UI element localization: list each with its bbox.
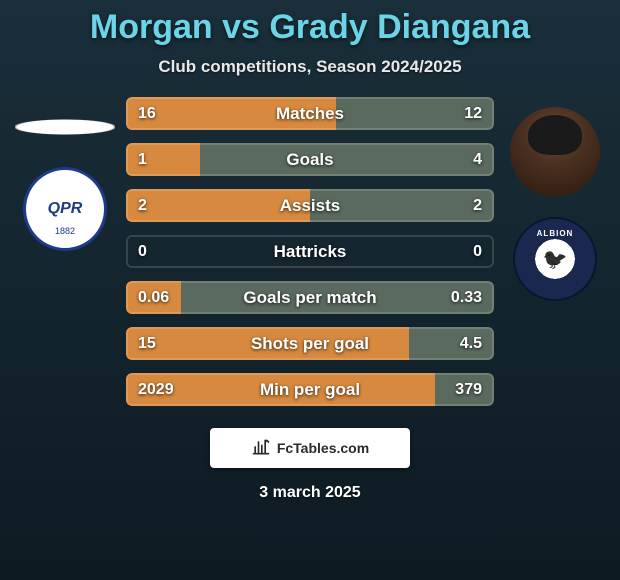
stat-value-left: 0.06 — [138, 281, 169, 314]
footer-label: FcTables.com — [277, 440, 369, 456]
stat-value-right: 12 — [464, 97, 482, 130]
stat-value-right: 379 — [455, 373, 482, 406]
stat-value-right: 4 — [473, 143, 482, 176]
stat-value-left: 15 — [138, 327, 156, 360]
stat-value-left: 1 — [138, 143, 147, 176]
stat-value-left: 0 — [138, 235, 147, 268]
stat-value-right: 0.33 — [451, 281, 482, 314]
stat-bar-left — [126, 97, 336, 130]
stat-value-right: 4.5 — [460, 327, 482, 360]
stat-value-right: 2 — [473, 189, 482, 222]
stat-value-left: 2 — [138, 189, 147, 222]
comparison-content: 1612Matches14Goals22Assists00Hattricks0.… — [0, 97, 620, 406]
stat-value-right: 0 — [473, 235, 482, 268]
stat-row: 00Hattricks — [126, 235, 494, 268]
stat-bar-right — [181, 281, 494, 314]
stat-bar-right — [310, 189, 494, 222]
left-side — [10, 97, 120, 406]
stat-bar-right — [200, 143, 494, 176]
chart-icon — [251, 437, 271, 460]
footer-badge: FcTables.com — [210, 428, 410, 468]
right-player-photo — [510, 107, 600, 197]
right-side — [500, 97, 610, 406]
stat-row: 0.060.33Goals per match — [126, 281, 494, 314]
right-club-badge — [513, 217, 597, 301]
left-player-photo — [15, 107, 115, 147]
stat-value-left: 2029 — [138, 373, 174, 406]
stat-bars: 1612Matches14Goals22Assists00Hattricks0.… — [120, 97, 500, 406]
stat-bar-left — [126, 327, 409, 360]
left-club-badge — [23, 167, 107, 251]
date-label: 3 march 2025 — [0, 484, 620, 502]
stat-bar-left — [126, 189, 310, 222]
page-title: Morgan vs Grady Diangana — [0, 0, 620, 47]
subtitle: Club competitions, Season 2024/2025 — [0, 57, 620, 77]
stat-value-left: 16 — [138, 97, 156, 130]
stat-row: 154.5Shots per goal — [126, 327, 494, 360]
stat-row: 1612Matches — [126, 97, 494, 130]
stat-row: 22Assists — [126, 189, 494, 222]
stat-row: 2029379Min per goal — [126, 373, 494, 406]
stat-row: 14Goals — [126, 143, 494, 176]
